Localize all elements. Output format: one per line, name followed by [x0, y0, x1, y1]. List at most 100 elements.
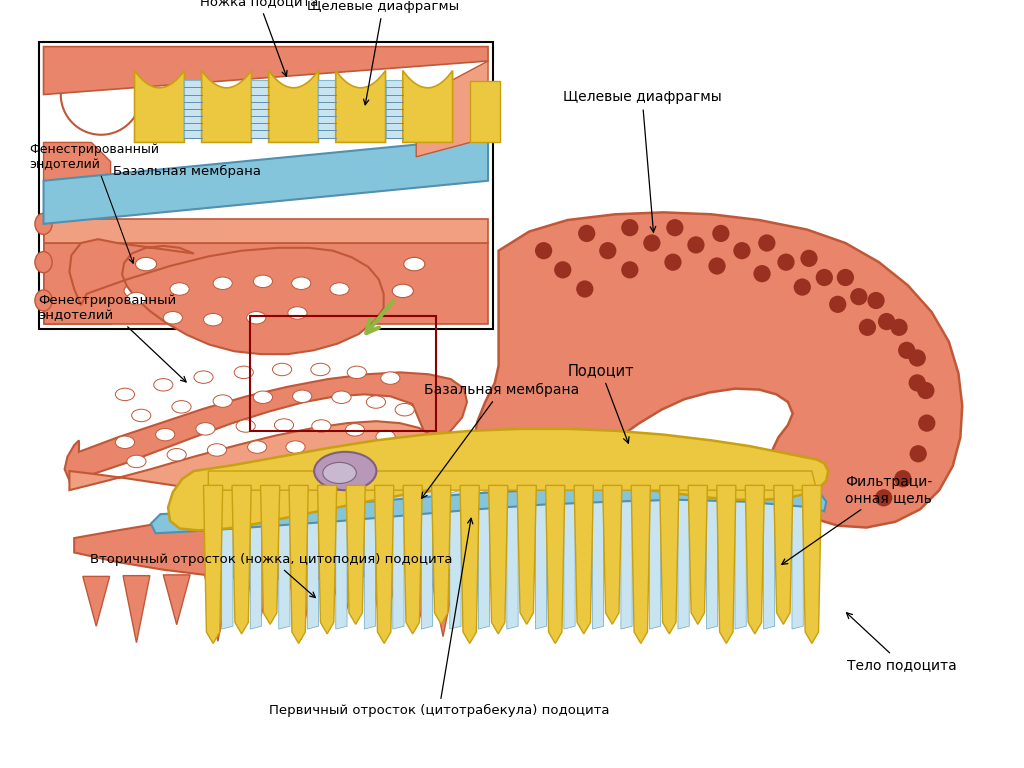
Polygon shape: [421, 490, 432, 629]
Circle shape: [816, 269, 833, 286]
Circle shape: [535, 242, 552, 260]
Ellipse shape: [286, 441, 305, 453]
Circle shape: [859, 319, 877, 336]
Polygon shape: [764, 490, 775, 629]
Text: Базальная мембрана: Базальная мембрана: [114, 164, 261, 177]
Circle shape: [878, 313, 895, 330]
Polygon shape: [208, 471, 817, 490]
Polygon shape: [134, 71, 184, 142]
Polygon shape: [688, 485, 708, 624]
Polygon shape: [252, 80, 268, 137]
Circle shape: [622, 261, 638, 279]
Ellipse shape: [288, 306, 307, 319]
Ellipse shape: [395, 403, 415, 416]
Polygon shape: [774, 485, 793, 624]
Ellipse shape: [35, 214, 52, 234]
Polygon shape: [735, 490, 746, 629]
Circle shape: [919, 415, 936, 432]
Polygon shape: [330, 572, 356, 621]
Ellipse shape: [337, 257, 357, 271]
Ellipse shape: [248, 441, 266, 453]
Polygon shape: [474, 213, 963, 528]
Polygon shape: [546, 485, 565, 644]
Ellipse shape: [367, 396, 386, 409]
Polygon shape: [393, 490, 404, 629]
Polygon shape: [44, 142, 111, 180]
Circle shape: [622, 219, 638, 237]
Polygon shape: [336, 71, 386, 142]
Polygon shape: [184, 80, 202, 137]
Polygon shape: [70, 239, 384, 354]
Polygon shape: [745, 485, 764, 634]
Polygon shape: [202, 71, 252, 142]
Polygon shape: [336, 490, 347, 629]
Polygon shape: [44, 219, 488, 243]
Ellipse shape: [191, 284, 212, 298]
Circle shape: [867, 292, 885, 309]
Polygon shape: [289, 485, 308, 644]
Ellipse shape: [293, 390, 311, 402]
Ellipse shape: [213, 395, 232, 407]
Ellipse shape: [347, 366, 367, 379]
Polygon shape: [371, 571, 397, 638]
Ellipse shape: [167, 449, 186, 461]
Ellipse shape: [163, 312, 182, 324]
Polygon shape: [317, 485, 337, 634]
Polygon shape: [603, 485, 622, 624]
Polygon shape: [592, 490, 604, 629]
Polygon shape: [375, 485, 394, 644]
Ellipse shape: [345, 424, 365, 436]
Polygon shape: [246, 574, 272, 623]
Circle shape: [713, 225, 729, 242]
Polygon shape: [318, 80, 336, 137]
Circle shape: [667, 219, 683, 237]
Circle shape: [918, 382, 935, 399]
Ellipse shape: [135, 257, 157, 271]
Circle shape: [687, 237, 705, 253]
Ellipse shape: [132, 409, 151, 422]
Ellipse shape: [323, 462, 356, 484]
Ellipse shape: [326, 284, 346, 298]
Polygon shape: [168, 429, 828, 531]
Polygon shape: [478, 490, 489, 629]
Polygon shape: [649, 490, 660, 629]
Polygon shape: [460, 485, 479, 644]
Circle shape: [908, 374, 926, 392]
Text: Щелевые диафрагмы: Щелевые диафрагмы: [563, 91, 722, 232]
Polygon shape: [416, 61, 488, 157]
Polygon shape: [707, 490, 718, 629]
Circle shape: [579, 225, 595, 242]
Circle shape: [733, 242, 751, 260]
Ellipse shape: [274, 419, 294, 432]
Circle shape: [850, 288, 867, 306]
Polygon shape: [346, 485, 366, 624]
Polygon shape: [268, 71, 318, 142]
Text: Фенестрированный
эндотелий: Фенестрированный эндотелий: [29, 143, 159, 263]
Polygon shape: [432, 485, 451, 624]
Polygon shape: [470, 81, 500, 142]
Polygon shape: [260, 485, 280, 624]
Text: Фильтраци-
онная щель: Фильтраци- онная щель: [781, 475, 933, 564]
Circle shape: [758, 234, 775, 252]
Circle shape: [891, 319, 907, 336]
Polygon shape: [802, 485, 821, 644]
Polygon shape: [44, 47, 488, 94]
Polygon shape: [536, 490, 547, 629]
Text: Подоцит: Подоцит: [567, 363, 634, 443]
Circle shape: [894, 470, 911, 488]
Polygon shape: [659, 485, 679, 634]
Ellipse shape: [253, 391, 272, 403]
Polygon shape: [205, 574, 231, 641]
Polygon shape: [507, 490, 518, 629]
Ellipse shape: [314, 452, 377, 490]
Polygon shape: [44, 137, 488, 223]
Polygon shape: [44, 243, 488, 324]
Ellipse shape: [376, 430, 395, 443]
Polygon shape: [365, 490, 376, 629]
Polygon shape: [232, 485, 251, 634]
Circle shape: [794, 279, 811, 296]
Text: Базальная мембрана: Базальная мембрана: [422, 382, 580, 498]
Ellipse shape: [116, 436, 134, 449]
Ellipse shape: [35, 252, 52, 273]
Ellipse shape: [292, 277, 311, 290]
